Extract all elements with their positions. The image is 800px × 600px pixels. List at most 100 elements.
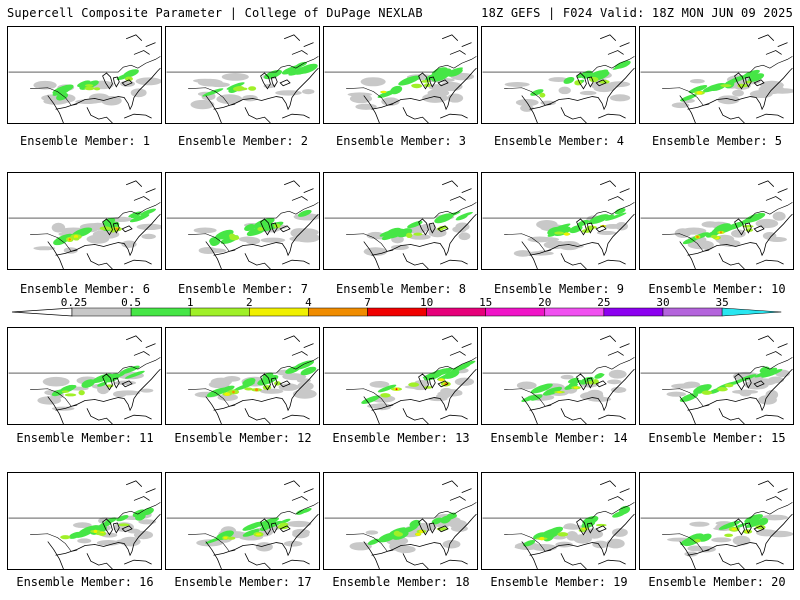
scp-green-area: [381, 233, 396, 241]
scp-gray-area: [355, 103, 377, 110]
ensemble-member-label: Ensemble Member: 14: [490, 431, 628, 445]
map-outline: [757, 180, 788, 201]
map-outline: [166, 502, 319, 519]
map-outline: [687, 513, 793, 557]
scp-gray-area: [579, 391, 604, 401]
ensemble-member-label: Ensemble Member: 7: [177, 282, 309, 296]
scp-gray-area: [520, 104, 534, 112]
ensemble-map-panel: [7, 172, 162, 270]
scp-green-area: [754, 369, 775, 378]
scp-lightgreen-area: [84, 84, 94, 87]
map-outline: [576, 72, 607, 90]
map-outline: [205, 95, 271, 123]
scp-green-area: [377, 384, 397, 393]
ensemble-member-label: Ensemble Member: 1: [19, 134, 151, 148]
scp-green-area: [283, 64, 303, 73]
map-outline: [102, 218, 133, 236]
ensemble-map-panel: [165, 327, 320, 425]
map-outline: [346, 533, 394, 552]
scp-yellow-area: [224, 392, 231, 396]
scp-green-area: [288, 68, 306, 76]
map-outline: [482, 56, 635, 73]
scp-gray-area: [289, 236, 313, 242]
scp-gray-area: [596, 230, 617, 236]
map-outline: [30, 233, 78, 252]
ensemble-member-label: Ensemble Member: 15: [648, 431, 786, 445]
scp-lightgreen-area: [118, 523, 130, 527]
scp-green-area: [443, 370, 460, 379]
ensemble-member-label: Ensemble Member: 13: [332, 431, 470, 445]
scp-lightgreen-area: [595, 523, 607, 527]
map-outline: [8, 357, 161, 374]
map-outline: [734, 218, 765, 236]
colorbar-segment: [485, 307, 546, 317]
map-outline: [30, 388, 78, 407]
map-outline: [205, 541, 271, 569]
scp-gray-area: [193, 78, 217, 83]
scp-green-area: [398, 75, 420, 86]
scp-green-area: [285, 366, 301, 374]
map-outline: [734, 518, 765, 536]
map-outline: [371, 213, 477, 257]
map-outline: [441, 480, 472, 501]
scp-yellow-area: [73, 234, 79, 239]
map-svg: [8, 480, 161, 569]
scp-gray-area: [765, 530, 793, 538]
map-outline: [418, 373, 449, 391]
scp-gray-area: [579, 90, 597, 96]
map-outline: [662, 87, 710, 106]
scp-orange-area: [232, 390, 235, 394]
scp-lightgreen-area: [420, 80, 431, 83]
map-outline: [756, 113, 784, 119]
map-outline: [30, 87, 78, 106]
map-outline: [166, 357, 319, 374]
scp-gray-area: [33, 246, 56, 251]
scp-green-area: [605, 212, 627, 221]
scp-green-area: [448, 67, 463, 74]
map-outline: [504, 87, 552, 106]
map-svg: [482, 480, 635, 569]
map-outline: [687, 368, 793, 412]
map-outline: [756, 414, 784, 420]
ensemble-member-label: Ensemble Member: 16: [16, 575, 154, 589]
scp-gray-area: [86, 234, 110, 244]
scp-gray-area: [607, 379, 622, 385]
colorbar-tick-label: 20: [538, 296, 551, 309]
scp-gray-area: [349, 542, 372, 551]
map-outline: [166, 56, 319, 73]
scp-green-area: [440, 515, 452, 524]
scp-yellow-area: [563, 232, 570, 236]
scp-gray-area: [609, 94, 631, 102]
map-outline: [205, 396, 271, 424]
map-outline: [529, 213, 635, 257]
map-outline: [679, 541, 745, 569]
scp-yellow-area: [573, 386, 579, 389]
map-outline: [47, 541, 113, 569]
scp-green-area: [423, 371, 444, 381]
scp-lightgreen-area: [718, 387, 725, 391]
ensemble-member-label: Ensemble Member: 19: [490, 575, 628, 589]
scp-green-area: [378, 532, 398, 543]
ensemble-member-label: Ensemble Member: 5: [651, 134, 783, 148]
scp-orange-area: [719, 231, 723, 234]
scp-gray-area: [130, 88, 147, 98]
scp-green-area: [434, 213, 454, 224]
map-outline: [125, 34, 156, 55]
map-outline: [363, 95, 429, 123]
map-svg: [8, 335, 161, 424]
map-outline: [576, 218, 607, 236]
scp-gray-area: [77, 538, 92, 544]
ensemble-map-panel: [323, 472, 478, 570]
scp-gray-area: [360, 77, 386, 87]
scp-green-area: [523, 540, 536, 547]
map-outline: [283, 180, 314, 201]
ensemble-map-panel: [165, 26, 320, 124]
scp-green-area: [429, 368, 448, 376]
scp-gray-area: [732, 89, 744, 97]
map-outline: [124, 414, 152, 420]
scp-gray-area: [201, 248, 227, 254]
scp-lightgreen-area: [64, 393, 77, 397]
scp-lightgreen-area: [124, 76, 133, 82]
map-outline: [371, 513, 477, 557]
map-outline: [324, 357, 477, 374]
